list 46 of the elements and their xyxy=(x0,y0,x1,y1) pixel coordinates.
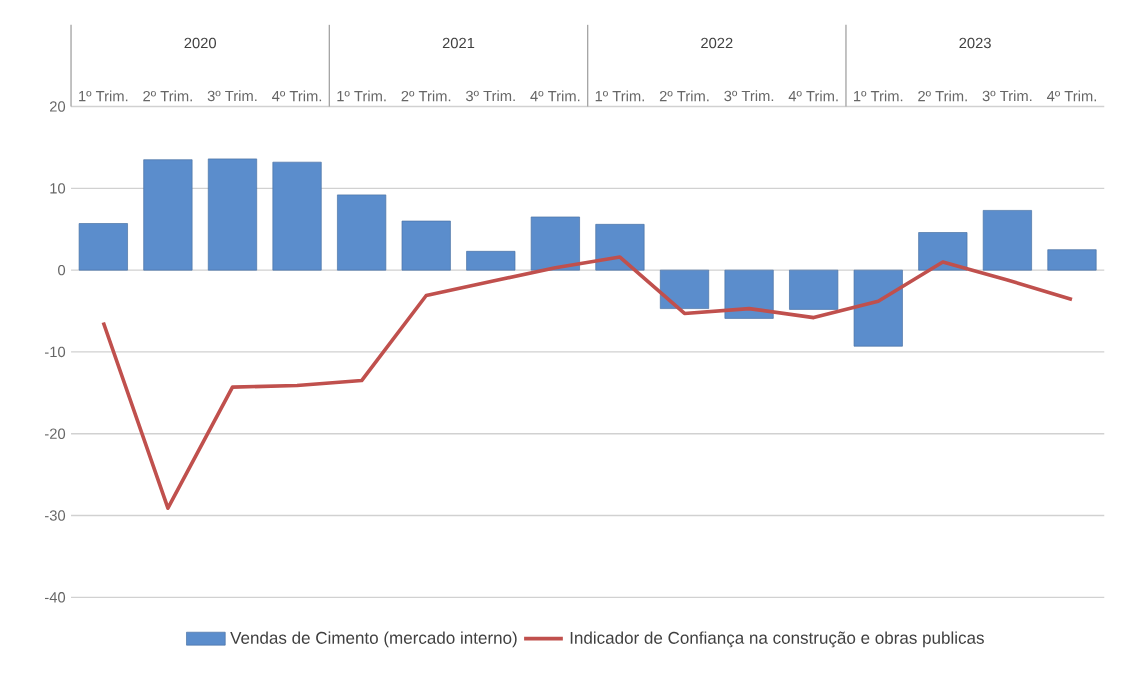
bar xyxy=(401,220,451,271)
text: 2022 xyxy=(701,38,733,49)
x-tick-label: 1º Trim. xyxy=(337,90,386,102)
bar xyxy=(659,270,710,310)
y-tick-label: -20 xyxy=(44,428,66,440)
y-tick-label: 0 xyxy=(58,265,66,276)
x-tick-label: 4º Trim. xyxy=(272,90,322,102)
bar xyxy=(724,270,774,319)
x-tick-label: 4º Trim. xyxy=(1046,90,1096,102)
text: 2020 xyxy=(184,38,217,49)
text: 2023 xyxy=(959,38,991,49)
bar xyxy=(78,223,128,271)
bar xyxy=(982,210,1032,271)
x-tick-label: 2º Trim. xyxy=(401,90,451,102)
bar xyxy=(466,251,516,271)
line-series xyxy=(101,255,1074,511)
bar xyxy=(337,194,387,271)
bar xyxy=(143,159,193,271)
bar xyxy=(207,158,258,271)
bar xyxy=(272,162,322,271)
y-tick-label: -30 xyxy=(44,510,66,521)
legend-label: Indicador de Confiança na construção e obras publicas xyxy=(570,631,984,648)
x-tick-label: 2º Trim. xyxy=(143,90,192,102)
bar xyxy=(1047,249,1097,271)
x-tick-label: 1º Trim. xyxy=(595,90,644,102)
bar xyxy=(853,270,903,347)
y-tick-label: 10 xyxy=(50,183,66,194)
x-tick-label: 2º Trim. xyxy=(659,90,709,102)
x-tick-label: 4º Trim. xyxy=(788,90,838,102)
y-tick-label: -40 xyxy=(44,592,66,603)
x-tick-label: 1º Trim. xyxy=(854,90,903,102)
bar xyxy=(789,270,839,310)
legend-label: Vendas de Cimento (mercado interno) xyxy=(230,631,517,648)
text: 2021 xyxy=(442,38,475,49)
bar xyxy=(918,232,968,271)
x-tick-label: 4º Trim. xyxy=(530,90,580,102)
x-tick-label: 3º Trim. xyxy=(207,90,257,102)
bar xyxy=(530,216,580,271)
y-tick-label: -10 xyxy=(44,346,66,358)
bar xyxy=(595,224,645,271)
x-tick-label: 3º Trim. xyxy=(982,90,1032,102)
x-tick-label: 3º Trim. xyxy=(465,90,515,102)
y-tick-label: 20 xyxy=(50,101,66,113)
x-tick-label: 1º Trim. xyxy=(79,90,128,102)
x-tick-label: 2º Trim. xyxy=(918,90,967,102)
x-tick-label: 3º Trim. xyxy=(724,90,774,102)
